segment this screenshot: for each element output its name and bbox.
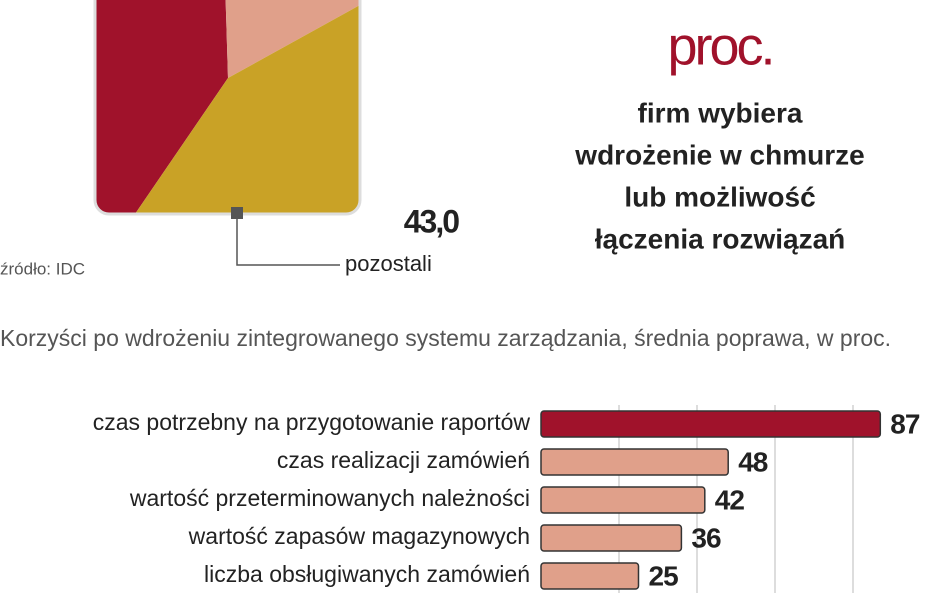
category-label: wartość zapasów magazynowych bbox=[188, 523, 530, 549]
annotation: lub możliwość bbox=[624, 181, 815, 212]
value-label: 42 bbox=[715, 484, 745, 515]
source: źródło: IDC bbox=[0, 259, 85, 278]
unit: proc. bbox=[667, 16, 772, 76]
value-label: 43,0 bbox=[404, 203, 459, 239]
bar bbox=[540, 524, 683, 552]
value-label: 48 bbox=[738, 446, 768, 477]
pie-shape bbox=[95, 0, 360, 214]
chart-title: Korzyści po wdrożeniu zintegrowanego sys… bbox=[0, 325, 892, 351]
value-label: 25 bbox=[649, 560, 679, 591]
bar bbox=[540, 448, 729, 476]
marker bbox=[231, 207, 243, 219]
value-label: 36 bbox=[691, 522, 721, 553]
annotation: firm wybiera bbox=[638, 97, 803, 128]
pie-slice bbox=[95, 0, 228, 214]
value-label: 87 bbox=[890, 408, 920, 439]
annotation: łączenia rozwiązań bbox=[595, 223, 846, 254]
bar bbox=[540, 562, 640, 590]
bar-chart: czas potrzebny na przygotowanie raportów… bbox=[93, 405, 921, 593]
category-label: pozostali bbox=[345, 251, 432, 276]
category-label: czas potrzebny na przygotowanie raportów bbox=[93, 409, 531, 435]
category-label: wartość przeterminowanych należności bbox=[129, 485, 530, 511]
category-label: liczba obsługiwanych zamówień bbox=[204, 561, 530, 587]
category-label: czas realizacji zamówień bbox=[277, 447, 530, 473]
annotation: wdrożenie w chmurze bbox=[574, 139, 864, 170]
pie-border bbox=[93, 0, 362, 216]
leader-line bbox=[236, 219, 340, 266]
pie-slice bbox=[225, 0, 360, 78]
bar bbox=[540, 410, 882, 438]
bar bbox=[540, 486, 706, 514]
pie-slice bbox=[135, 5, 360, 214]
